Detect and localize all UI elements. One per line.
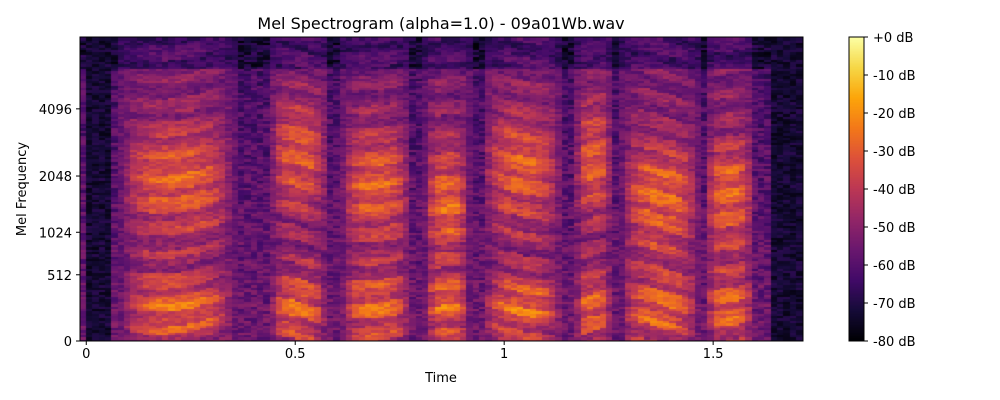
x-axis-label: Time	[424, 371, 457, 386]
colorbar-gradient	[849, 37, 864, 341]
x-tick-label: 0.5	[285, 347, 306, 362]
y-axis-label: Mel Frequency	[15, 142, 30, 236]
y-tick-label: 2048	[39, 170, 72, 185]
spectrogram-heatmap	[80, 37, 803, 341]
plot-frame	[79, 36, 804, 342]
x-tick-label: 1.5	[703, 347, 724, 362]
colorbar-tick-label: -40 dB	[873, 183, 916, 198]
y-tick-label: 512	[47, 269, 72, 284]
x-tick-label: 1	[500, 347, 508, 362]
colorbar-tick-label: -70 dB	[873, 297, 916, 312]
y-axis-ticks: 0 512 1024 2048 4096	[39, 103, 80, 350]
chart-title: Mel Spectrogram (alpha=1.0) - 09a01Wb.wa…	[257, 14, 624, 33]
y-tick-label: 1024	[39, 226, 72, 241]
y-tick-label: 4096	[39, 103, 72, 118]
colorbar-tick-label: -80 dB	[873, 335, 916, 350]
colorbar-tick-label: -20 dB	[873, 107, 916, 122]
colorbar-tick-label: -10 dB	[873, 69, 916, 84]
colorbar-ticks: +0 dB -10 dB -20 dB -30 dB -40 dB -50 dB -60 d…	[864, 31, 916, 350]
colorbar-frame	[848, 36, 865, 342]
colorbar-tick-label: -60 dB	[873, 259, 916, 274]
y-tick-label: 0	[64, 335, 72, 350]
x-axis-ticks: 0 0.5 1 1.5	[82, 341, 723, 362]
x-tick-label: 0	[82, 347, 90, 362]
colorbar-tick-label: -50 dB	[873, 221, 916, 236]
colorbar-tick-label: +0 dB	[873, 31, 913, 46]
colorbar-tick-label: -30 dB	[873, 145, 916, 160]
